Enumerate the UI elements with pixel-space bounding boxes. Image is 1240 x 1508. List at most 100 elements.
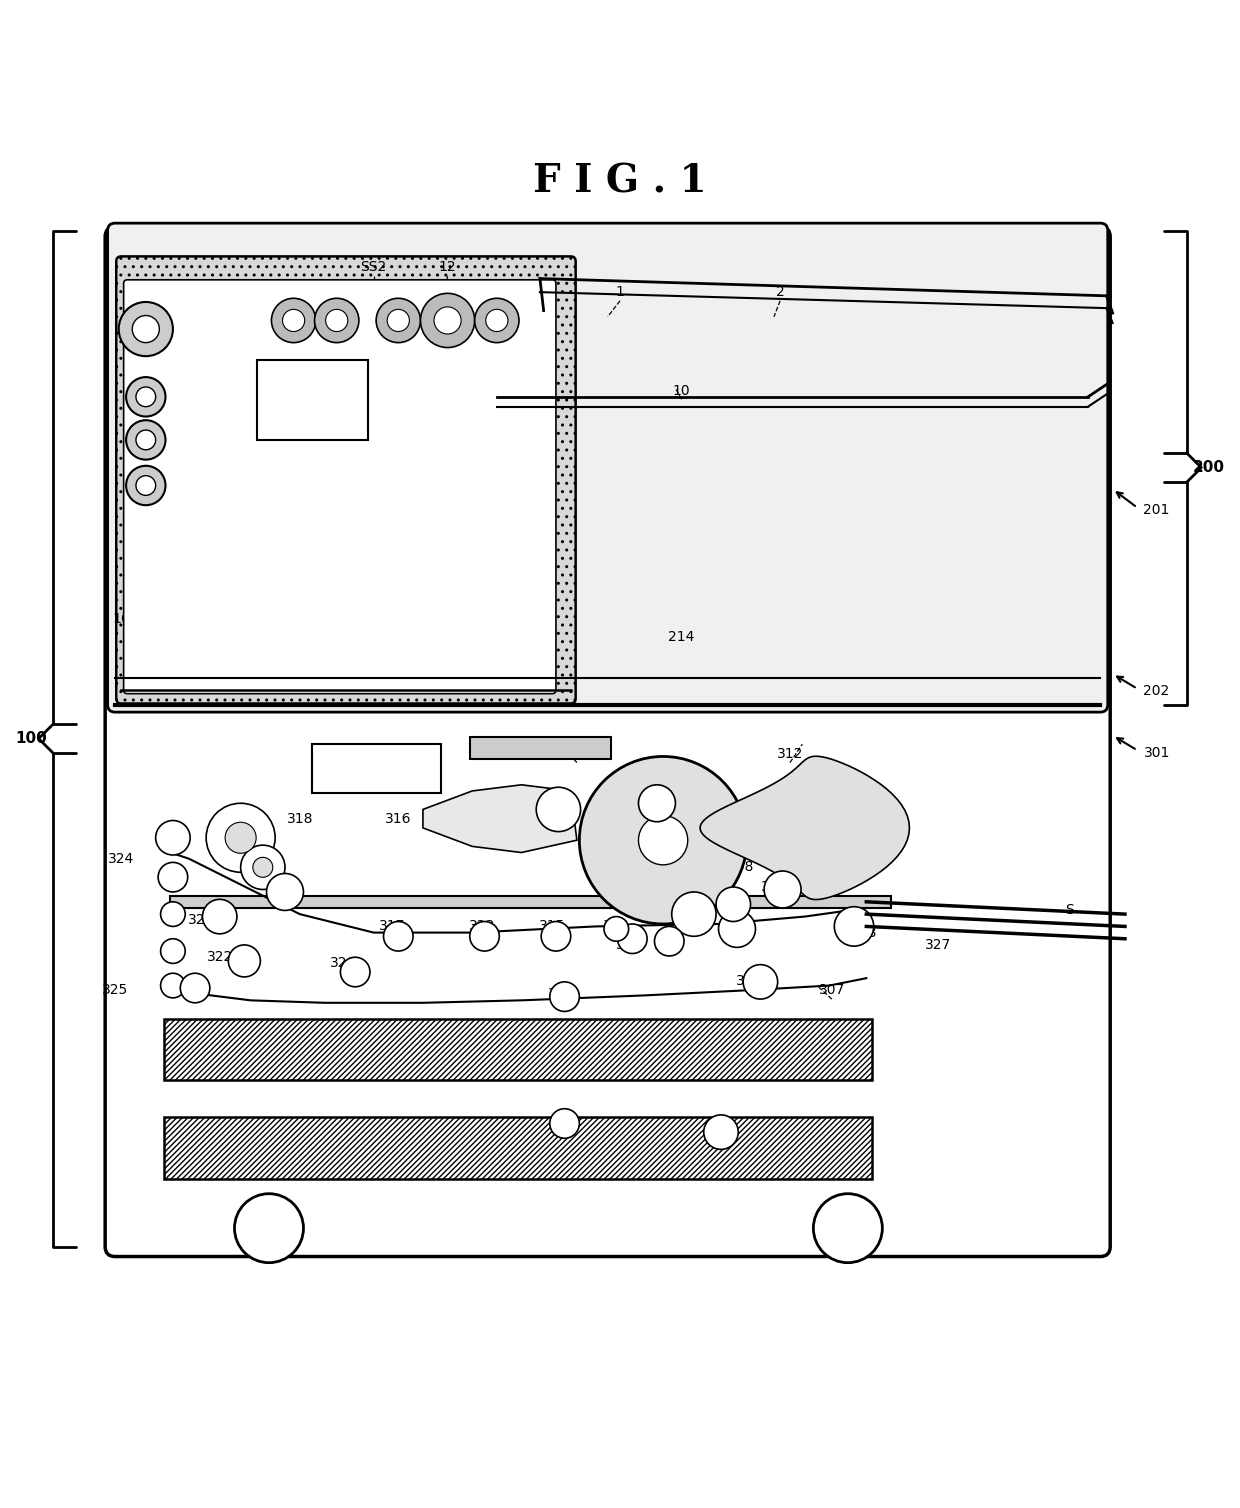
Circle shape bbox=[136, 430, 156, 449]
Text: 201: 201 bbox=[1143, 504, 1169, 517]
Circle shape bbox=[639, 784, 676, 822]
Circle shape bbox=[180, 973, 210, 1003]
Circle shape bbox=[119, 302, 172, 356]
Text: 100: 100 bbox=[15, 731, 47, 746]
Circle shape bbox=[272, 299, 316, 342]
Text: 325: 325 bbox=[102, 983, 128, 997]
Circle shape bbox=[234, 1194, 304, 1262]
Text: SS1: SS1 bbox=[355, 377, 381, 392]
Text: 323: 323 bbox=[469, 920, 495, 933]
Text: 304: 304 bbox=[662, 1148, 688, 1161]
Text: 332: 332 bbox=[703, 1131, 729, 1145]
Text: 5: 5 bbox=[295, 377, 304, 392]
Circle shape bbox=[604, 917, 629, 941]
Bar bbox=[164, 1019, 873, 1080]
Circle shape bbox=[470, 921, 500, 952]
Text: F I G . 1: F I G . 1 bbox=[533, 163, 707, 201]
Circle shape bbox=[536, 787, 580, 831]
Text: 311: 311 bbox=[311, 781, 337, 796]
Text: 1: 1 bbox=[615, 285, 625, 299]
Circle shape bbox=[159, 863, 187, 891]
Circle shape bbox=[326, 309, 347, 332]
Circle shape bbox=[541, 921, 570, 952]
Text: 307: 307 bbox=[818, 983, 844, 997]
Bar bbox=[164, 1117, 873, 1179]
Text: 202: 202 bbox=[1143, 685, 1169, 698]
Text: 319: 319 bbox=[218, 852, 246, 866]
Circle shape bbox=[226, 822, 257, 854]
Circle shape bbox=[315, 299, 358, 342]
Text: 303: 303 bbox=[548, 988, 574, 1001]
Circle shape bbox=[156, 820, 190, 855]
FancyBboxPatch shape bbox=[108, 223, 1107, 712]
Circle shape bbox=[704, 1114, 738, 1149]
Circle shape bbox=[161, 973, 185, 998]
Text: SS2: SS2 bbox=[361, 261, 387, 274]
Text: 316: 316 bbox=[386, 813, 412, 826]
Text: 315: 315 bbox=[539, 920, 565, 933]
Text: 309: 309 bbox=[650, 793, 676, 808]
Circle shape bbox=[434, 308, 461, 333]
Text: 6: 6 bbox=[283, 285, 291, 299]
Circle shape bbox=[126, 466, 165, 505]
Text: 318: 318 bbox=[286, 813, 312, 826]
Bar bbox=[257, 360, 367, 440]
Text: 324: 324 bbox=[108, 852, 134, 866]
Text: 16: 16 bbox=[113, 612, 130, 626]
Circle shape bbox=[672, 891, 715, 936]
Text: 333: 333 bbox=[615, 938, 642, 952]
Text: 320: 320 bbox=[188, 914, 215, 927]
Circle shape bbox=[420, 294, 475, 347]
Circle shape bbox=[715, 887, 750, 921]
Polygon shape bbox=[170, 896, 892, 908]
Circle shape bbox=[228, 946, 260, 977]
Text: 10: 10 bbox=[673, 383, 691, 398]
Text: 200: 200 bbox=[1193, 460, 1225, 475]
Circle shape bbox=[743, 965, 777, 1000]
Circle shape bbox=[835, 906, 874, 946]
Text: 2: 2 bbox=[776, 285, 785, 299]
Text: 210: 210 bbox=[231, 630, 258, 644]
FancyBboxPatch shape bbox=[124, 280, 556, 694]
Text: 12: 12 bbox=[439, 261, 456, 274]
Circle shape bbox=[126, 377, 165, 416]
Text: 329: 329 bbox=[761, 881, 787, 894]
Text: 322: 322 bbox=[207, 950, 233, 964]
Text: 3: 3 bbox=[455, 285, 464, 299]
FancyBboxPatch shape bbox=[105, 226, 1110, 1256]
Circle shape bbox=[341, 958, 370, 986]
Text: 11: 11 bbox=[260, 415, 278, 428]
Text: S: S bbox=[1065, 903, 1074, 917]
Text: 317: 317 bbox=[379, 920, 405, 933]
Text: 313: 313 bbox=[564, 746, 590, 762]
Circle shape bbox=[813, 1194, 883, 1262]
Text: 330: 330 bbox=[789, 852, 816, 866]
Circle shape bbox=[387, 309, 409, 332]
Bar bbox=[470, 737, 611, 759]
Circle shape bbox=[136, 388, 156, 407]
Circle shape bbox=[718, 911, 755, 947]
Text: 312: 312 bbox=[776, 746, 804, 762]
Text: 331: 331 bbox=[737, 974, 763, 988]
Text: 310: 310 bbox=[508, 793, 534, 808]
Circle shape bbox=[253, 858, 273, 878]
Circle shape bbox=[136, 475, 156, 495]
Text: 335: 335 bbox=[603, 920, 630, 933]
Circle shape bbox=[639, 816, 688, 866]
Circle shape bbox=[549, 982, 579, 1012]
Circle shape bbox=[241, 844, 285, 890]
Text: 328: 328 bbox=[851, 926, 877, 939]
Text: 17: 17 bbox=[205, 285, 222, 299]
Circle shape bbox=[764, 872, 801, 908]
Text: 305: 305 bbox=[556, 1122, 582, 1137]
Polygon shape bbox=[701, 756, 909, 900]
Circle shape bbox=[383, 921, 413, 952]
Circle shape bbox=[475, 299, 520, 342]
Circle shape bbox=[655, 926, 684, 956]
Circle shape bbox=[579, 757, 746, 924]
Text: 302: 302 bbox=[600, 1056, 627, 1069]
Circle shape bbox=[267, 873, 304, 911]
Text: 326: 326 bbox=[330, 956, 356, 970]
Circle shape bbox=[161, 902, 185, 926]
Circle shape bbox=[283, 309, 305, 332]
